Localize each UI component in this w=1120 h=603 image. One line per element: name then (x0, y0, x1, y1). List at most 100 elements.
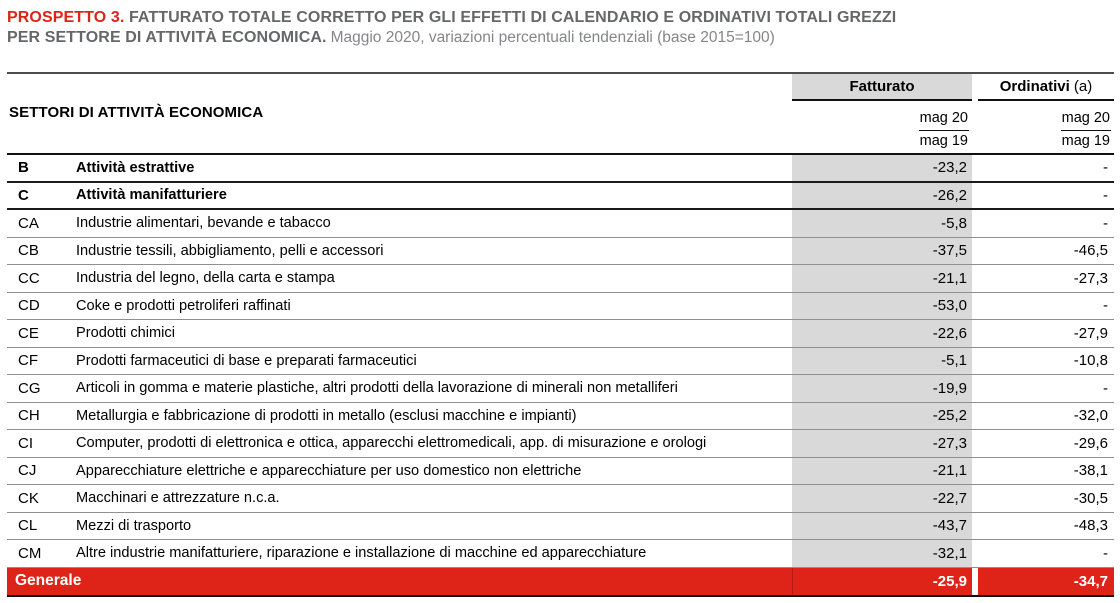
sector-label: Industrie tessili, abbigliamento, pelli … (76, 242, 384, 259)
sector-code: CC (18, 269, 40, 287)
ordinativi-value: - (1103, 379, 1108, 397)
ordinativi-period-numerator: mag 20 (1060, 108, 1111, 131)
fatturato-period-numerator: mag 20 (918, 108, 969, 131)
row-header-label: SETTORI DI ATTIVITÀ ECONOMICA (9, 104, 264, 121)
sector-code: C (18, 186, 29, 204)
fatturato-value: -53,0 (792, 292, 972, 319)
sector-label: Industrie alimentari, bevande e tabacco (76, 215, 331, 232)
sector-label: Apparecchiature elettriche e apparecchia… (76, 462, 582, 479)
sector-label: Industria del legno, della carta e stamp… (76, 270, 335, 287)
ordinativi-value: - (1103, 214, 1108, 232)
title-line-1: PROSPETTO 3. FATTURATO TOTALE CORRETTO P… (7, 8, 1114, 28)
fatturato-value: -5,1 (792, 347, 972, 374)
sector-code: CH (18, 407, 40, 425)
ordinativi-value: -48,3 (1073, 517, 1108, 535)
ordinativi-header-text: Ordinativi (999, 78, 1070, 95)
sector-label: Macchinari e attrezzature n.c.a. (76, 490, 280, 507)
sector-label: Attività manifatturiere (76, 187, 227, 204)
fatturato-value: -27,3 (792, 430, 972, 457)
fatturato-value: -19,9 (792, 375, 972, 402)
sector-code: CE (18, 324, 39, 342)
sector-code: CL (18, 517, 38, 535)
ordinativi-value: - (1103, 544, 1108, 562)
fatturato-value: -21,1 (792, 265, 972, 292)
table-row: CF Prodotti farmaceutici di base e prepa… (7, 347, 1114, 375)
page-title: PROSPETTO 3. FATTURATO TOTALE CORRETTO P… (7, 8, 1114, 48)
ordinativi-value: -30,5 (1073, 489, 1108, 507)
ordinativi-value: -10,8 (1073, 352, 1108, 370)
table-row: CD Coke e prodotti petroliferi raffinati… (7, 292, 1114, 320)
ordinativi-value: - (1103, 186, 1108, 204)
ordinativi-period-fraction: mag 20 mag 19 (978, 101, 1114, 152)
fatturato-value: -37,5 (792, 237, 972, 264)
table-header: SETTORI DI ATTIVITÀ ECONOMICA Fatturato … (7, 74, 1114, 155)
sector-code: CK (18, 489, 39, 507)
sector-code: CI (18, 434, 33, 452)
table-body: B Attività estrattive -23,2 - C Attività… (7, 155, 1114, 568)
ordinativi-period-denominator: mag 19 (1061, 133, 1110, 149)
total-ordinativi-value: -34,7 (978, 567, 1114, 595)
sector-code: CF (18, 352, 38, 370)
sector-label: Prodotti chimici (76, 325, 175, 342)
total-row: Generale -25,9 -34,7 (7, 567, 1114, 595)
total-row-label: Generale (7, 567, 792, 595)
fatturato-header-label: Fatturato (792, 74, 972, 101)
sector-code: B (18, 159, 29, 177)
table-row: CC Industria del legno, della carta e st… (7, 265, 1114, 293)
sector-code: CD (18, 297, 40, 315)
ordinativi-value: -27,9 (1073, 324, 1108, 342)
title-subtitle: Maggio 2020, variazioni percentuali tend… (330, 29, 775, 46)
ordinativi-value: -46,5 (1073, 242, 1108, 260)
sector-label: Mezzi di trasporto (76, 517, 192, 534)
table-row: CG Articoli in gomma e materie plastiche… (7, 375, 1114, 403)
title-heading-part-2: PER SETTORE DI ATTIVITÀ ECONOMICA. (7, 29, 327, 46)
ordinativi-value: -38,1 (1073, 462, 1108, 480)
sector-label: Computer, prodotti di elettronica e otti… (76, 435, 707, 452)
title-line-2: PER SETTORE DI ATTIVITÀ ECONOMICA. Maggio… (7, 28, 1114, 48)
fatturato-value: -22,6 (792, 320, 972, 347)
fatturato-value: -26,2 (792, 182, 972, 208)
table-row: CK Macchinari e attrezzature n.c.a. -22,… (7, 485, 1114, 513)
fatturato-value: -21,1 (792, 457, 972, 484)
fatturato-value: -23,2 (792, 155, 972, 181)
table-row: CI Computer, prodotti di elettronica e o… (7, 430, 1114, 458)
table-row: CB Industrie tessili, abbigliamento, pel… (7, 237, 1114, 265)
table-row: CA Industrie alimentari, bevande e tabac… (7, 210, 1114, 238)
sector-label: Altre industrie manifatturiere, riparazi… (76, 545, 647, 562)
ordinativi-header-note: (a) (1073, 78, 1093, 95)
table-row: B Attività estrattive -23,2 - (7, 155, 1114, 183)
fatturato-period-denominator: mag 19 (919, 133, 968, 149)
sector-code: CJ (18, 462, 37, 480)
fatturato-value: -32,1 (792, 540, 972, 567)
ordinativi-column-header: Ordinativi (a) mag 20 mag 19 (978, 74, 1114, 153)
sectors-table: SETTORI DI ATTIVITÀ ECONOMICA Fatturato … (7, 72, 1114, 597)
sector-label: Attività estrattive (76, 159, 195, 176)
ordinativi-value: - (1103, 297, 1108, 315)
fatturato-value: -25,2 (792, 402, 972, 429)
table-row: CE Prodotti chimici -22,6 -27,9 (7, 320, 1114, 348)
fatturato-value: -22,7 (792, 485, 972, 512)
total-fatturato-value: -25,9 (792, 567, 972, 595)
ordinativi-value: -29,6 (1073, 434, 1108, 452)
table-row: CM Altre industrie manifatturiere, ripar… (7, 540, 1114, 568)
table-row: CH Metallurgia e fabbricazione di prodot… (7, 402, 1114, 430)
ordinativi-value: - (1103, 159, 1108, 177)
sector-code: CG (18, 379, 41, 397)
fatturato-column-header: Fatturato mag 20 mag 19 (792, 74, 972, 153)
prospetto-number-label: PROSPETTO 3. (7, 9, 125, 26)
sector-code: CM (18, 544, 42, 562)
sector-code: CB (18, 242, 39, 260)
table-row: CL Mezzi di trasporto -43,7 -48,3 (7, 512, 1114, 540)
fatturato-value: -5,8 (792, 210, 972, 237)
sector-label: Prodotti farmaceutici di base e preparat… (76, 352, 417, 369)
ordinativi-value: -27,3 (1073, 269, 1108, 287)
sector-code: CA (18, 214, 39, 232)
fatturato-value: -43,7 (792, 512, 972, 539)
title-heading-part-1: FATTURATO TOTALE CORRETTO PER GLI EFFETT… (128, 9, 897, 26)
table-row: CJ Apparecchiature elettriche e apparecc… (7, 457, 1114, 485)
sector-label: Metallurgia e fabbricazione di prodotti … (76, 407, 577, 424)
ordinativi-header-label: Ordinativi (a) (978, 74, 1114, 101)
ordinativi-value: -32,0 (1073, 407, 1108, 425)
table-row: C Attività manifatturiere -26,2 - (7, 182, 1114, 210)
fatturato-period-fraction: mag 20 mag 19 (792, 101, 972, 152)
